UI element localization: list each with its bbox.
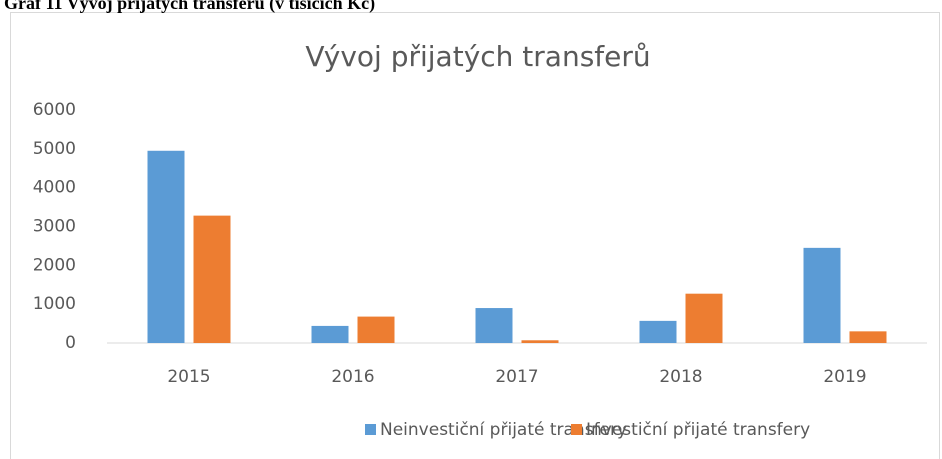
bar xyxy=(357,316,395,343)
legend-swatch xyxy=(365,424,376,435)
y-tick-label: 6000 xyxy=(33,100,76,120)
y-tick-label: 4000 xyxy=(33,178,76,198)
bar xyxy=(193,215,231,343)
bar xyxy=(521,340,559,343)
caption: Graf 11 Vývoj přijatých transferů (v tis… xyxy=(4,0,375,14)
x-tick-label: 2015 xyxy=(167,367,210,387)
bar xyxy=(849,331,887,343)
legend-label: Investiční přijaté transfery xyxy=(586,420,810,440)
y-tick-label: 1000 xyxy=(33,294,76,314)
x-tick-label: 2016 xyxy=(331,367,374,387)
x-tick-label: 2017 xyxy=(495,367,538,387)
y-tick-label: 3000 xyxy=(33,217,76,237)
bar xyxy=(685,293,723,343)
bar xyxy=(147,150,185,343)
bar xyxy=(639,320,677,343)
bar xyxy=(475,308,513,343)
legend-swatch xyxy=(571,424,582,435)
y-tick-label: 5000 xyxy=(33,139,76,159)
x-tick-label: 2019 xyxy=(823,367,866,387)
bar xyxy=(311,325,349,343)
y-tick-label: 0 xyxy=(65,333,76,353)
bar xyxy=(803,247,841,343)
y-tick-label: 2000 xyxy=(33,255,76,275)
x-tick-label: 2018 xyxy=(659,367,702,387)
legend-label: Neinvestiční přijaté transfery xyxy=(380,420,627,440)
chart-title: Vývoj přijatých transferů xyxy=(305,40,650,73)
